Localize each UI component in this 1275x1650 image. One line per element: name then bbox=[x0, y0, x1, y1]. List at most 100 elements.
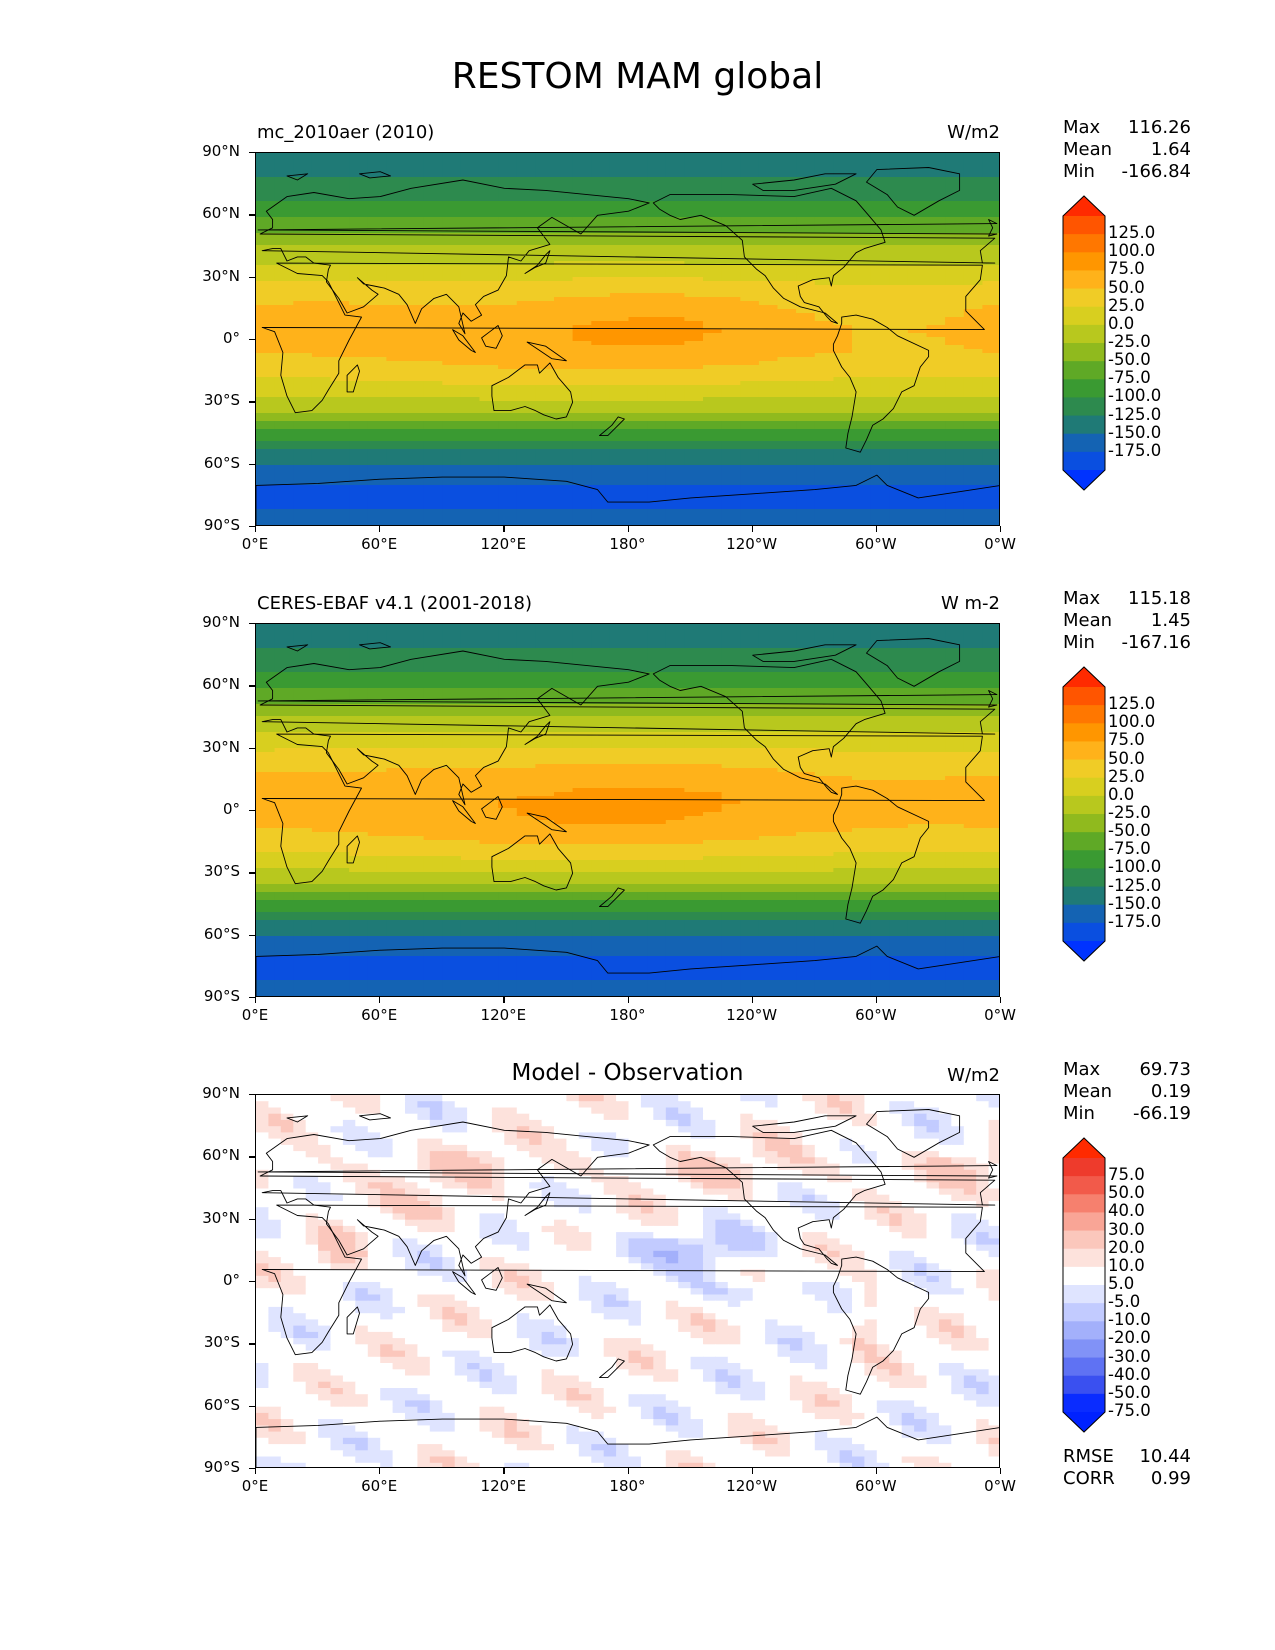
field-cell bbox=[647, 648, 667, 653]
field-cell bbox=[963, 672, 983, 677]
field-cell bbox=[814, 445, 834, 450]
field-cell bbox=[330, 233, 350, 238]
field-cell bbox=[311, 225, 332, 230]
field-cell bbox=[516, 413, 536, 418]
field-cell bbox=[721, 317, 741, 322]
field-cell bbox=[609, 337, 630, 342]
field-cell bbox=[591, 449, 611, 454]
field-cell bbox=[274, 373, 294, 378]
field-cell bbox=[926, 317, 946, 322]
field-cell bbox=[814, 309, 834, 314]
field-cell bbox=[758, 237, 779, 242]
field-cell bbox=[349, 413, 369, 418]
field-cell bbox=[796, 720, 816, 725]
field-cell bbox=[796, 357, 816, 362]
field-cell bbox=[516, 285, 536, 290]
field-cell bbox=[479, 644, 499, 649]
field-cell bbox=[721, 305, 741, 310]
field-cell bbox=[274, 521, 294, 525]
field-cell bbox=[311, 309, 332, 314]
field-cell bbox=[274, 644, 294, 649]
field-cell bbox=[386, 692, 406, 697]
field-cell bbox=[442, 333, 462, 338]
field-cell bbox=[926, 373, 946, 378]
field-cell bbox=[721, 509, 741, 514]
field-cell bbox=[423, 509, 443, 514]
field-cell bbox=[852, 692, 872, 697]
field-cell bbox=[442, 716, 462, 721]
field-cell bbox=[349, 648, 369, 653]
field-cell bbox=[814, 648, 834, 653]
field-cell bbox=[405, 369, 425, 374]
field-cell bbox=[442, 365, 462, 370]
field-cell bbox=[330, 353, 350, 358]
field-cell bbox=[740, 169, 760, 174]
field-cell bbox=[293, 313, 313, 318]
field-cell bbox=[274, 301, 294, 306]
field-cell bbox=[963, 389, 983, 394]
field-cell bbox=[777, 445, 797, 450]
field-cell bbox=[330, 704, 350, 709]
field-cell bbox=[870, 517, 890, 522]
field-cell bbox=[703, 393, 723, 398]
field-cell bbox=[740, 177, 760, 182]
field-cell bbox=[460, 684, 481, 689]
map-area[interactable] bbox=[255, 152, 1000, 526]
field-cell bbox=[572, 656, 592, 661]
field-cell bbox=[833, 501, 853, 506]
field-cell bbox=[684, 253, 704, 258]
field-cell bbox=[777, 732, 797, 737]
field-cell bbox=[740, 425, 760, 430]
field-cell bbox=[852, 684, 872, 689]
field-cell bbox=[945, 321, 965, 326]
field-cell bbox=[814, 684, 834, 689]
field-cell bbox=[330, 708, 350, 713]
field-cell bbox=[740, 712, 760, 717]
field-cell bbox=[926, 265, 946, 270]
field-cell bbox=[647, 317, 667, 322]
field-cell bbox=[311, 421, 332, 426]
field-cell bbox=[423, 660, 443, 665]
field-cell bbox=[554, 377, 574, 382]
field-cell bbox=[628, 285, 648, 290]
field-cell bbox=[405, 389, 425, 394]
field-cell bbox=[907, 273, 928, 278]
field-cell bbox=[591, 509, 611, 514]
field-cell bbox=[293, 237, 313, 242]
field-cell bbox=[703, 169, 723, 174]
field-cell bbox=[479, 636, 499, 641]
field-cell bbox=[386, 465, 406, 470]
field-cell bbox=[554, 724, 574, 729]
field-cell bbox=[982, 433, 999, 438]
field-cell bbox=[349, 349, 369, 354]
field-cell bbox=[758, 341, 779, 346]
field-cell bbox=[311, 628, 332, 633]
map-area[interactable] bbox=[255, 623, 1000, 997]
field-cell bbox=[703, 201, 723, 206]
field-cell bbox=[256, 269, 276, 274]
field-cell bbox=[498, 660, 518, 665]
field-cell bbox=[758, 261, 779, 266]
field-cell bbox=[386, 269, 406, 274]
field-cell bbox=[554, 485, 574, 490]
field-cell bbox=[758, 197, 779, 202]
field-cell bbox=[572, 353, 592, 358]
field-cell bbox=[442, 688, 462, 693]
field-cell bbox=[609, 185, 630, 190]
field-cell bbox=[591, 656, 611, 661]
field-cell bbox=[274, 209, 294, 214]
field-cell bbox=[460, 393, 481, 398]
field-cell bbox=[405, 309, 425, 314]
field-cell bbox=[460, 724, 481, 729]
field-cell bbox=[498, 401, 518, 406]
field-cell bbox=[814, 277, 834, 282]
field-cell bbox=[945, 732, 965, 737]
field-cell bbox=[870, 369, 890, 374]
field-cell bbox=[926, 313, 946, 318]
field-cell bbox=[498, 237, 518, 242]
field-cell bbox=[945, 397, 965, 402]
field-cell bbox=[479, 652, 499, 657]
field-cell bbox=[330, 329, 350, 334]
field-cell bbox=[740, 465, 760, 470]
field-cell bbox=[256, 728, 276, 733]
